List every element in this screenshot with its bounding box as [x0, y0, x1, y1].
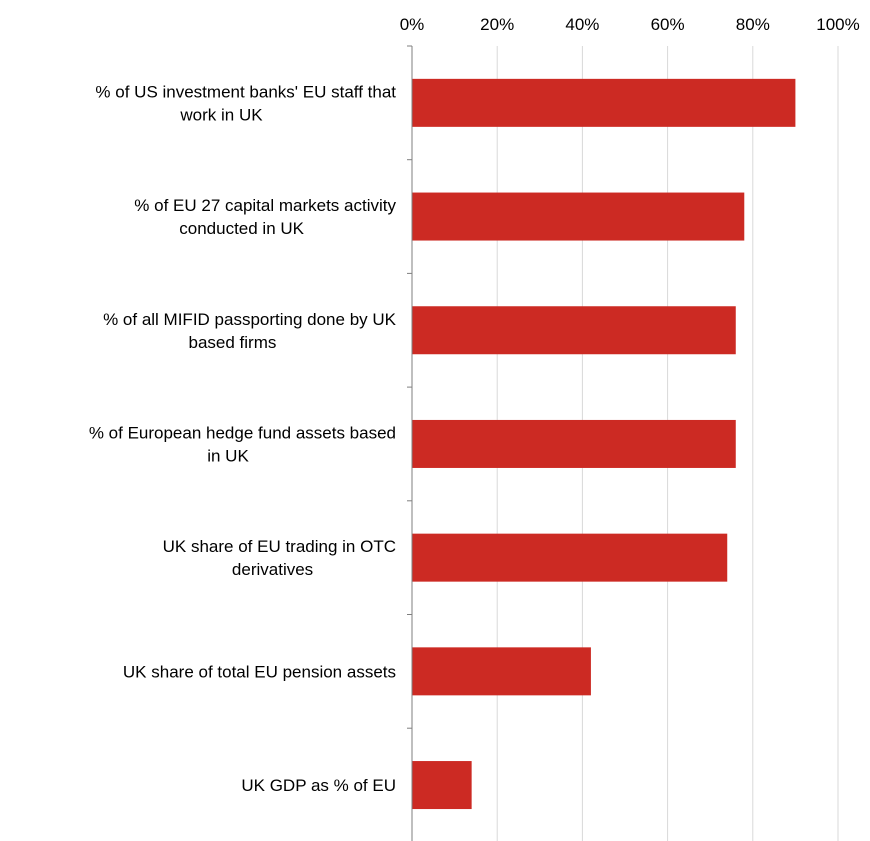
bar: [412, 419, 736, 468]
category-label: % of all MIFID passporting done by UK bas…: [103, 310, 397, 352]
category-label: % of US investment banks' EU staff that w…: [95, 82, 396, 124]
x-tick-label: 0%: [400, 15, 425, 34]
bar: [412, 761, 472, 810]
x-tick-label: 60%: [651, 15, 685, 34]
bar: [412, 306, 736, 355]
x-tick-label: 40%: [565, 15, 599, 34]
category-label: % of EU 27 capital markets activity condu…: [134, 196, 396, 238]
category-label: % of European hedge fund assets based in …: [89, 423, 396, 465]
bar: [412, 533, 728, 582]
bar: [412, 78, 796, 127]
x-axis-ticks: 0% 20% 40% 60% 80% 100%: [400, 15, 860, 34]
bar: [412, 647, 591, 696]
x-tick-label: 100%: [816, 15, 859, 34]
bars: [412, 78, 796, 810]
category-labels: % of US investment banks' EU staff that w…: [89, 82, 397, 795]
category-label: UK share of total EU pension assets: [123, 662, 396, 681]
y-axis: [407, 45, 413, 841]
category-label: UK share of EU trading in OTC derivatives: [163, 537, 396, 579]
x-tick-label: 80%: [736, 15, 770, 34]
bar: [412, 192, 745, 241]
category-label: UK GDP as % of EU: [241, 776, 396, 795]
x-tick-label: 20%: [480, 15, 514, 34]
